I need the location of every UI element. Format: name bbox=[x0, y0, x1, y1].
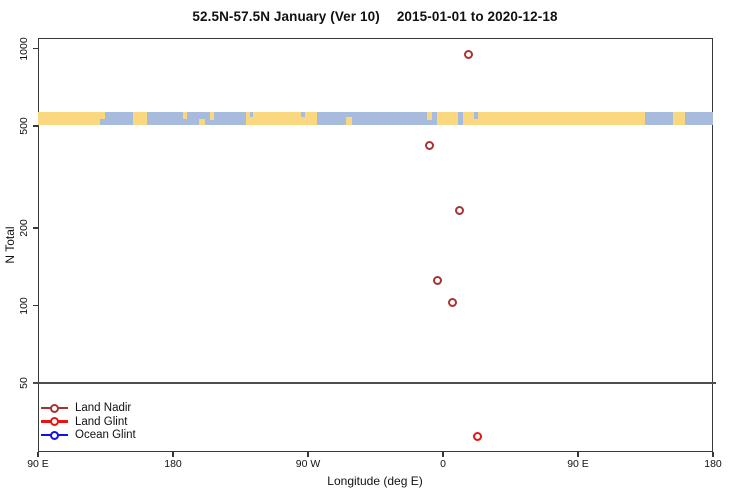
land-segment bbox=[672, 112, 686, 125]
legend-symbol bbox=[41, 402, 68, 415]
x-tick-mark bbox=[172, 452, 174, 457]
data-point bbox=[448, 297, 458, 307]
chart-date-range: 2015-01-01 to 2020-12-18 bbox=[396, 9, 558, 24]
land-segment bbox=[209, 112, 215, 120]
world-map-band bbox=[38, 112, 713, 125]
land-segment bbox=[182, 112, 188, 120]
x-tick-label: 90 E bbox=[567, 458, 589, 470]
legend-label: Land Nadir bbox=[75, 402, 132, 414]
y-tick-label: 200 bbox=[18, 219, 30, 237]
legend-circle-icon bbox=[50, 430, 59, 440]
x-tick-mark bbox=[577, 452, 579, 457]
land-segment bbox=[245, 112, 317, 125]
legend-symbol bbox=[41, 415, 68, 428]
legend-row: Ocean Glint bbox=[41, 429, 136, 442]
y-axis-title: N Total bbox=[3, 226, 17, 264]
y-tick-mark bbox=[33, 47, 38, 50]
legend-label: Ocean Glint bbox=[75, 429, 136, 441]
data-point bbox=[425, 140, 435, 150]
y-tick-mark bbox=[33, 304, 38, 307]
land-segment bbox=[427, 112, 432, 120]
chart-title: 52.5N-57.5N January (Ver 10) bbox=[192, 9, 380, 24]
x-axis-title: Longitude (deg E) bbox=[327, 474, 423, 488]
land-segment bbox=[346, 116, 353, 125]
legend-label: Land Glint bbox=[75, 415, 128, 428]
data-point bbox=[433, 276, 443, 286]
x-tick-mark bbox=[712, 452, 714, 457]
x-tick-mark bbox=[442, 452, 444, 457]
legend-row: Land Glint bbox=[41, 415, 127, 428]
x-tick-label: 90 E bbox=[27, 458, 49, 470]
ocean-segment bbox=[100, 119, 105, 125]
legend-row: Land Nadir bbox=[41, 402, 131, 415]
y-tick-label: 1000 bbox=[18, 36, 30, 61]
legend-circle-icon bbox=[50, 417, 59, 426]
land-segment bbox=[437, 112, 458, 125]
land-segment bbox=[198, 118, 205, 125]
land-segment bbox=[133, 112, 147, 125]
legend-symbol bbox=[41, 429, 68, 442]
x-tick-mark bbox=[37, 452, 39, 457]
x-tick-label: 180 bbox=[164, 458, 182, 470]
chart-title-row: 52.5N-57.5N January (Ver 10) 2015-01-01 … bbox=[0, 9, 750, 24]
data-point bbox=[454, 205, 464, 215]
ocean-segment bbox=[301, 112, 305, 118]
x-tick-label: 90 W bbox=[295, 458, 321, 470]
reference-line-50 bbox=[33, 381, 716, 384]
y-tick-mark bbox=[33, 227, 38, 229]
x-tick-label: 0 bbox=[440, 458, 446, 470]
ocean-segment bbox=[473, 112, 479, 119]
y-tick-mark bbox=[33, 125, 38, 127]
land-segment bbox=[38, 112, 105, 125]
data-point bbox=[463, 49, 473, 59]
y-tick-label: 100 bbox=[18, 296, 30, 315]
legend-circle-icon bbox=[50, 403, 59, 413]
ocean-segment bbox=[249, 112, 254, 118]
x-tick-label: 180 bbox=[704, 458, 722, 470]
data-point bbox=[472, 431, 482, 441]
x-tick-mark bbox=[307, 452, 309, 457]
land-segment bbox=[463, 112, 645, 125]
y-tick-label: 500 bbox=[18, 117, 30, 135]
plot-area bbox=[38, 38, 713, 452]
y-tick-label: 50 bbox=[18, 377, 30, 389]
